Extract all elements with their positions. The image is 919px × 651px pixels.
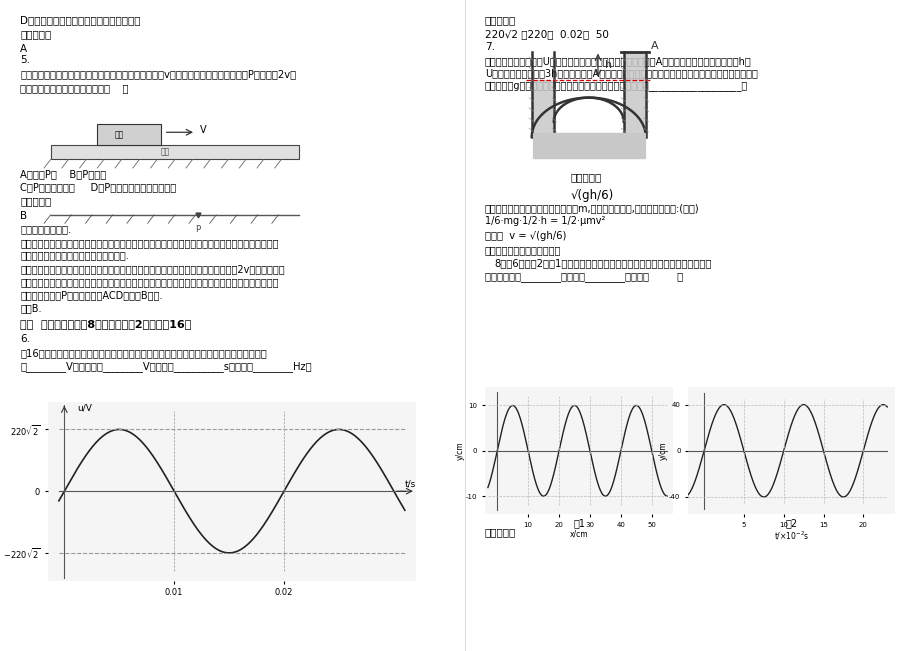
Text: 参考答案：: 参考答案：: [484, 15, 516, 25]
Text: 图1: 图1: [573, 518, 584, 528]
Bar: [96, 124, 161, 145]
Text: 二、  填空题：本题共8小题，每小题2分，共计16分: 二、 填空题：本题共8小题，每小题2分，共计16分: [20, 319, 191, 329]
Text: 纸条: 纸条: [161, 148, 170, 157]
Text: D．变压器只能有一个原线圈和一个副线圈: D．变压器只能有一个原线圈和一个副线圈: [20, 15, 141, 25]
Text: （16分）如图为日常生活用电的电压随时间变化的规律图，由图可知：该交流电电压的峰值: （16分）如图为日常生活用电的电压随时间变化的规律图，由图可知：该交流电电压的峰…: [20, 348, 267, 358]
Text: C．P点右边不远处     D．P点右边原水平位移两倍处: C．P点右边不远处 D．P点右边原水平位移两倍处: [20, 182, 176, 192]
X-axis label: t/×10$^{-2}$s: t/×10$^{-2}$s: [773, 529, 809, 542]
Text: 故选B.: 故选B.: [20, 303, 41, 313]
Text: 7.: 7.: [484, 42, 494, 52]
Text: u/V: u/V: [77, 404, 92, 413]
Text: 220√2 ，220，  0.02，  50: 220√2 ，220， 0.02， 50: [484, 29, 608, 39]
Text: 因此铁块将落在P点的左边，故ACD错误，B正确.: 因此铁块将落在P点的左边，故ACD错误，B正确.: [20, 290, 163, 300]
Text: V: V: [199, 125, 206, 135]
Y-axis label: y/cm: y/cm: [455, 441, 464, 460]
Text: 【解答】解：抽出纸带的过程中，铁块受到向前的摩擦力作用而加速运动，若纸带以2v的速度抽出，: 【解答】解：抽出纸带的过程中，铁块受到向前的摩擦力作用而加速运动，若纸带以2v的…: [20, 264, 285, 274]
Y-axis label: y/cm: y/cm: [658, 441, 667, 460]
Text: 考点：考查了系统机械能守恒: 考点：考查了系统机械能守恒: [484, 245, 561, 255]
Bar: [624, 51, 644, 137]
Bar: [51, 145, 299, 159]
X-axis label: x/cm: x/cm: [569, 529, 588, 538]
Text: t/s: t/s: [404, 479, 415, 488]
Text: 铁块: 铁块: [114, 130, 124, 139]
Text: 图2: 图2: [785, 518, 797, 528]
Text: A: A: [651, 40, 658, 51]
Text: B: B: [20, 211, 28, 221]
Text: 为________V，有效值为________V，周期为__________s，频率为________Hz。: 为________V，有效值为________V，周期为__________s，…: [20, 361, 312, 372]
Text: A．仍在P点    B．P点左边: A．仍在P点 B．P点左边: [20, 169, 107, 179]
Text: h: h: [605, 61, 612, 70]
Text: 参考答案：: 参考答案：: [20, 197, 51, 206]
Text: U形管中液柱的总长为3h，现拿去盖板A，液体开始流动，不计液体内部及液体与管壁间的摩擦力，重: U形管中液柱的总长为3h，现拿去盖板A，液体开始流动，不计液体内部及液体与管壁间…: [484, 68, 757, 78]
Text: A: A: [20, 44, 28, 53]
Bar: [532, 80, 552, 137]
Text: 根据平抛运动规律即可判断铁块的落地点.: 根据平抛运动规律即可判断铁块的落地点.: [20, 251, 129, 260]
Text: 力加速度为g，则当两液面高度相等时，右管液面下降的速度为___________________。: 力加速度为g，则当两液面高度相等时，右管液面下降的速度为____________…: [484, 81, 747, 90]
Text: 8．（6分）图2为图1所示波的振源的振动图像，根据图示信息回答下列问题：: 8．（6分）图2为图1所示波的振源的振动图像，根据图示信息回答下列问题：: [494, 258, 710, 268]
Text: P: P: [195, 225, 200, 234]
Text: 该波的波长为________，周期为________，波速为         。: 该波的波长为________，周期为________，波速为 。: [484, 272, 682, 282]
Text: 【分析】解答本题的关键是正确分析铁块在纸条上的运动过程，求出铁块与纸带分离时速度的大小，: 【分析】解答本题的关键是正确分析铁块在纸条上的运动过程，求出铁块与纸带分离时速度…: [20, 238, 278, 248]
Text: 6.: 6.: [20, 334, 30, 344]
Text: 1/6·mg·1/2·h = 1/2·μmv²: 1/6·mg·1/2·h = 1/2·μmv²: [484, 216, 605, 226]
Text: 解得：  v = √(gh/6): 解得： v = √(gh/6): [484, 231, 565, 241]
Text: 如图所示，铁块压着一纸条放在水平桌面上，当以速度v抽出纸带后，铁块掉在地上的P点，若以2v的: 如图所示，铁块压着一纸条放在水平桌面上，当以速度v抽出纸带后，铁块掉在地上的P点…: [20, 70, 296, 79]
Text: √(gh/6): √(gh/6): [570, 189, 613, 202]
Text: 则纸带与铁块相互作用时间变短，因此铁块加速时间变短，做平抛时的初速度减小，平抛时间不变，: 则纸带与铁块相互作用时间变短，因此铁块加速时间变短，做平抛时的初速度减小，平抛时…: [20, 277, 278, 287]
Text: 速度抽出纸条，则铁块落地点为（    ）: 速度抽出纸条，则铁块落地点为（ ）: [20, 83, 129, 92]
Text: 5.: 5.: [20, 55, 30, 65]
Text: 参考答案：: 参考答案：: [570, 173, 601, 182]
Text: 参考答案：: 参考答案：: [484, 527, 516, 537]
Text: 试题分析：设单位长度的水柱质量为m,对整个水柱分析,根据机械能守恒:(如图): 试题分析：设单位长度的水柱质量为m,对整个水柱分析,根据机械能守恒:(如图): [484, 203, 698, 213]
Text: 参考答案：: 参考答案：: [20, 29, 51, 39]
Text: 【考点】平抛运动.: 【考点】平抛运动.: [20, 224, 72, 234]
Text: 如图所示，粗细均匀的U形管内装有同种液体，在管口右端用盖板A密封，两管内液面的高度差为h，: 如图所示，粗细均匀的U形管内装有同种液体，在管口右端用盖板A密封，两管内液面的高…: [484, 56, 751, 66]
